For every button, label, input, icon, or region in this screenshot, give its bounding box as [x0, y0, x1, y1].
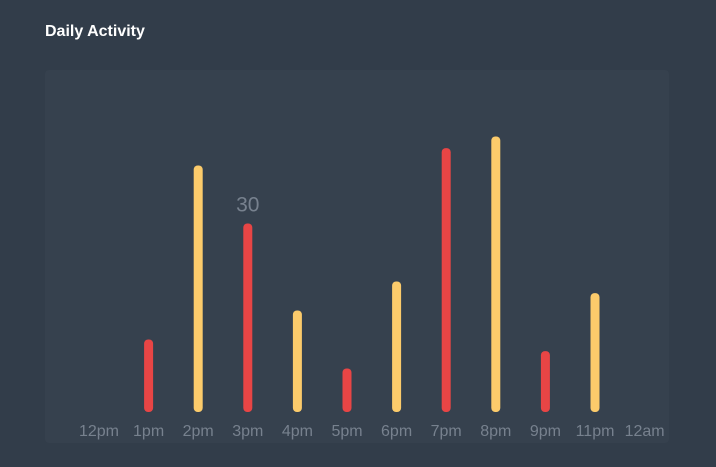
bar-2pm[interactable] — [193, 165, 203, 413]
bar-9pm[interactable] — [540, 351, 550, 412]
bar-5pm[interactable] — [342, 368, 352, 413]
bar-3pm[interactable] — [243, 223, 253, 413]
bar-1pm[interactable] — [144, 339, 154, 413]
bar-6pm[interactable] — [392, 281, 402, 413]
x-tick-label-2pm: 2pm — [183, 423, 214, 440]
x-tick-label-12am: 12am — [625, 423, 665, 440]
chart-title: Daily Activity — [45, 23, 145, 40]
x-tick-label-9pm: 9pm — [530, 423, 561, 440]
bar-11pm[interactable] — [590, 293, 600, 412]
x-tick-label-7pm: 7pm — [431, 423, 462, 440]
bar-7pm[interactable] — [441, 148, 451, 412]
x-tick-label-3pm: 3pm — [232, 423, 263, 440]
bar-4pm[interactable] — [292, 310, 302, 413]
x-tick-label-8pm: 8pm — [480, 423, 511, 440]
bar-8pm[interactable] — [491, 136, 501, 413]
x-tick-label-12pm: 12pm — [79, 423, 119, 440]
x-tick-label-6pm: 6pm — [381, 423, 412, 440]
x-tick-label-1pm: 1pm — [133, 423, 164, 440]
x-tick-label-5pm: 5pm — [331, 423, 362, 440]
bar-value-label-3pm: 30 — [236, 194, 259, 217]
x-tick-label-4pm: 4pm — [282, 423, 313, 440]
x-tick-label-11pm: 11pm — [576, 423, 615, 440]
